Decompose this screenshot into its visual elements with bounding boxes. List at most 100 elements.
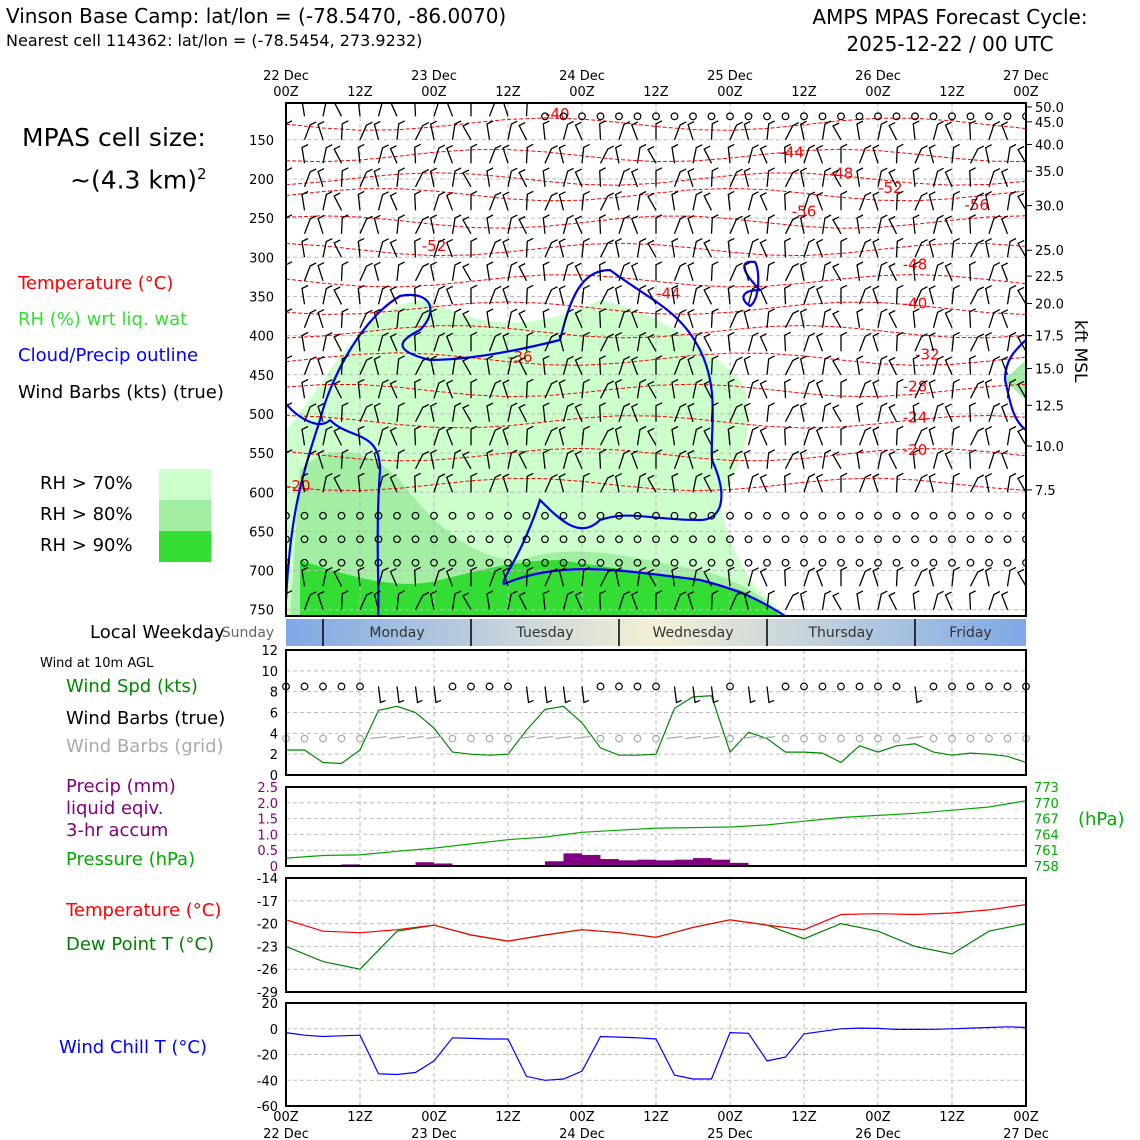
calm-wind-marker-grid bbox=[892, 734, 901, 743]
calm-wind-marker bbox=[855, 682, 864, 691]
wind-barb bbox=[914, 286, 928, 305]
wind-barb bbox=[614, 238, 622, 258]
wind-barb bbox=[502, 426, 510, 446]
wind-barb bbox=[1000, 450, 1009, 469]
wind-barb bbox=[692, 426, 703, 446]
xs-kft-tick: 22.5 bbox=[1035, 270, 1064, 285]
wind-barb bbox=[1006, 190, 1017, 211]
calm-wind-marker bbox=[559, 511, 568, 520]
temperature-contour bbox=[286, 273, 1026, 288]
wind-barb bbox=[969, 355, 976, 375]
wind-barb bbox=[286, 302, 287, 305]
xs-pressure-tick: 650 bbox=[249, 525, 274, 540]
wind-barb bbox=[562, 402, 574, 422]
wind-barb bbox=[815, 332, 824, 352]
calm-wind-marker bbox=[670, 511, 679, 520]
calm-wind-marker bbox=[818, 112, 827, 121]
wind-barb bbox=[784, 566, 791, 587]
wind-barb bbox=[303, 121, 317, 141]
wind-barb bbox=[414, 190, 421, 211]
wind-barb bbox=[673, 591, 687, 610]
calm-wind-marker-grid bbox=[596, 734, 605, 743]
wind-barb bbox=[433, 191, 446, 211]
wind-barb bbox=[614, 332, 622, 352]
calm-wind-marker bbox=[985, 511, 993, 520]
wind-barb bbox=[858, 379, 872, 399]
wind-barb bbox=[671, 190, 679, 211]
wind-barb bbox=[301, 566, 309, 587]
wind-barb bbox=[486, 120, 494, 140]
top-hour-label: 12Z bbox=[347, 85, 373, 100]
wind-barb bbox=[340, 214, 349, 234]
wind-barb bbox=[687, 402, 695, 422]
wind-barb bbox=[858, 473, 872, 493]
calm-wind-marker bbox=[781, 112, 790, 121]
wind-barb bbox=[502, 473, 510, 493]
wind-barb bbox=[451, 402, 462, 422]
wind-barb bbox=[301, 284, 309, 305]
wind-barb bbox=[799, 261, 807, 281]
wind-barb bbox=[574, 356, 583, 376]
wind-barb bbox=[969, 308, 976, 328]
wind-barb bbox=[462, 169, 472, 188]
calm-wind-marker bbox=[818, 511, 827, 520]
wind-barb bbox=[359, 403, 373, 423]
wind-barb bbox=[502, 191, 510, 211]
wind-barb bbox=[562, 261, 574, 281]
wind-barb bbox=[858, 144, 872, 164]
calm-wind-marker bbox=[689, 511, 697, 520]
wind-barb bbox=[944, 121, 953, 141]
wind-barb-true bbox=[414, 686, 423, 704]
wind-barb bbox=[486, 355, 494, 375]
wind-barb bbox=[759, 239, 768, 258]
calm-wind-marker bbox=[800, 511, 808, 520]
wind-barb bbox=[507, 402, 518, 422]
wind-barb bbox=[671, 237, 679, 258]
calm-wind-marker bbox=[726, 112, 734, 121]
calm-wind-marker bbox=[430, 511, 438, 520]
top-date-label: 25 Dec bbox=[707, 69, 753, 84]
wind-barb bbox=[286, 120, 293, 140]
wind-barb bbox=[673, 309, 687, 329]
bottom-hour-label: 12Z bbox=[347, 1110, 373, 1125]
wind-barb bbox=[872, 238, 880, 258]
wind-barb bbox=[969, 145, 985, 164]
wind-barb bbox=[747, 473, 759, 493]
wind-barb bbox=[396, 402, 405, 422]
wind-barb bbox=[692, 379, 703, 399]
wind-barb bbox=[636, 472, 647, 493]
wind-barb-grid bbox=[555, 735, 572, 740]
cell-size-line1: MPAS cell size: bbox=[22, 123, 206, 152]
calm-wind-marker bbox=[467, 682, 475, 691]
wind-barb bbox=[969, 568, 985, 587]
wind-barb bbox=[888, 122, 898, 141]
wind-barb bbox=[614, 473, 622, 493]
calm-wind-marker bbox=[763, 535, 771, 544]
wind-barb bbox=[389, 239, 398, 258]
wind-barb bbox=[525, 425, 534, 446]
wind-barb bbox=[389, 380, 398, 399]
calm-wind-marker bbox=[837, 511, 845, 520]
wind-barb bbox=[377, 379, 389, 399]
temperature-contour-label: -40 bbox=[545, 105, 570, 123]
wind-barb bbox=[558, 473, 566, 493]
wind-barb bbox=[766, 402, 775, 422]
wind-barb bbox=[462, 216, 472, 235]
calm-wind-marker bbox=[1003, 112, 1012, 121]
wind-barb bbox=[687, 590, 695, 610]
wind-barb bbox=[462, 263, 472, 282]
wind-barb bbox=[647, 568, 657, 587]
wind-barb bbox=[462, 122, 472, 141]
wind-barb bbox=[333, 474, 343, 493]
calm-wind-marker bbox=[911, 558, 919, 567]
wind-barb bbox=[544, 333, 558, 352]
wind-barb bbox=[301, 237, 309, 258]
wind-barb bbox=[486, 214, 494, 234]
wind-barb bbox=[799, 449, 807, 469]
wind-barb bbox=[821, 167, 832, 187]
wind-barb bbox=[671, 378, 679, 399]
wind-barb bbox=[301, 472, 309, 493]
wind-barb bbox=[877, 449, 888, 469]
temperature-contour-label: -36 bbox=[508, 348, 533, 366]
calm-wind-marker bbox=[689, 112, 697, 121]
